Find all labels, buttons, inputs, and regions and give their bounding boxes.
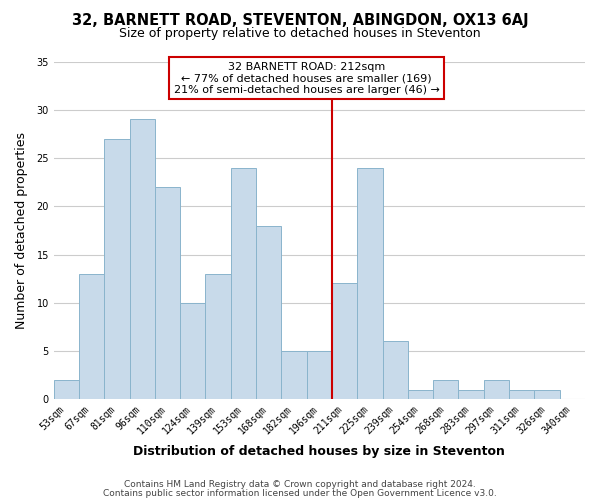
Bar [484,380,509,400]
Bar [433,380,458,400]
Bar [130,120,155,400]
Bar [458,390,484,400]
Bar [281,351,307,400]
Bar [509,390,535,400]
Bar [53,380,79,400]
Bar [535,390,560,400]
Bar [79,274,104,400]
Text: 32, BARNETT ROAD, STEVENTON, ABINGDON, OX13 6AJ: 32, BARNETT ROAD, STEVENTON, ABINGDON, O… [71,12,529,28]
Bar [155,187,180,400]
X-axis label: Distribution of detached houses by size in Steventon: Distribution of detached houses by size … [133,444,505,458]
Bar [307,351,332,400]
Bar [231,168,256,400]
Bar [408,390,433,400]
Bar [332,284,357,400]
Text: Size of property relative to detached houses in Steventon: Size of property relative to detached ho… [119,28,481,40]
Text: 32 BARNETT ROAD: 212sqm
← 77% of detached houses are smaller (169)
21% of semi-d: 32 BARNETT ROAD: 212sqm ← 77% of detache… [174,62,440,94]
Text: Contains HM Land Registry data © Crown copyright and database right 2024.: Contains HM Land Registry data © Crown c… [124,480,476,489]
Y-axis label: Number of detached properties: Number of detached properties [15,132,28,329]
Bar [104,138,130,400]
Bar [205,274,231,400]
Text: Contains public sector information licensed under the Open Government Licence v3: Contains public sector information licen… [103,488,497,498]
Bar [180,303,205,400]
Bar [256,226,281,400]
Bar [357,168,383,400]
Bar [383,342,408,400]
